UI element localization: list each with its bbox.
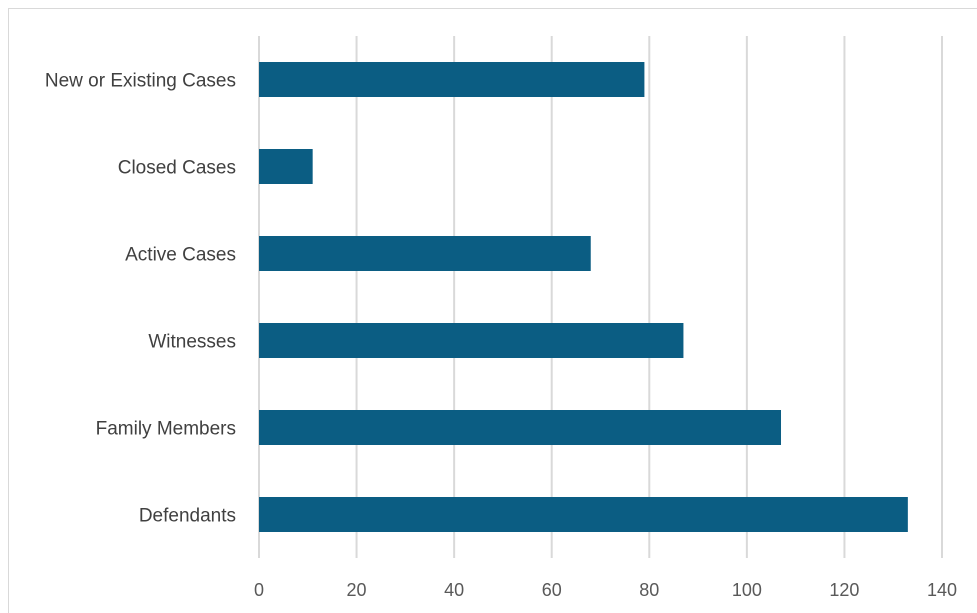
bars — [259, 62, 908, 532]
x-tick-label: 0 — [254, 580, 264, 600]
x-tick-label: 100 — [732, 580, 762, 600]
category-label: Family Members — [96, 419, 236, 440]
x-tick-label: 60 — [542, 580, 562, 600]
bar — [259, 410, 782, 445]
bar — [259, 323, 684, 358]
x-tick-label: 120 — [829, 580, 859, 600]
x-tick-label: 40 — [444, 580, 464, 600]
bar — [259, 497, 908, 532]
category-label: Closed Cases — [118, 158, 236, 179]
category-label: Active Cases — [125, 245, 236, 266]
bar — [259, 149, 313, 184]
bar — [259, 62, 645, 97]
x-tick-label: 80 — [639, 580, 659, 600]
gridlines — [258, 36, 943, 558]
category-labels: New or Existing Cases Closed Cases Active … — [45, 71, 236, 527]
category-label: Witnesses — [148, 332, 236, 353]
bar — [259, 236, 591, 271]
category-label: New or Existing Cases — [45, 71, 236, 92]
x-tick-labels: 0 20 40 60 80 100 120 140 — [254, 580, 957, 600]
category-label: Defendants — [139, 506, 236, 527]
chart-frame — [8, 8, 977, 613]
x-tick-label: 140 — [927, 580, 957, 600]
x-tick-label: 20 — [347, 580, 367, 600]
